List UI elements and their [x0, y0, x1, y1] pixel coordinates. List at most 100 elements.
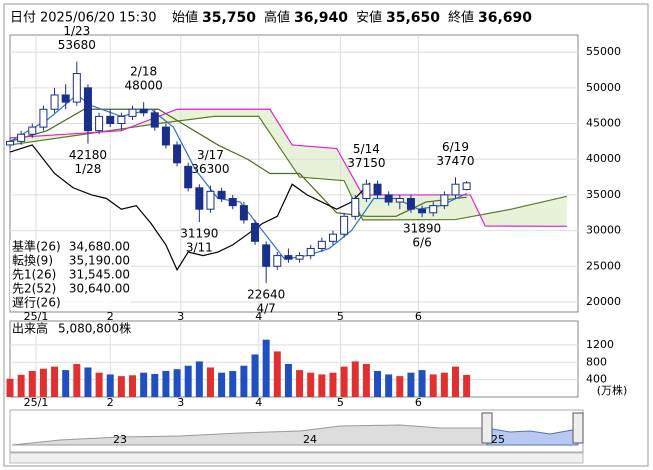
y-tick-label: 40000: [586, 152, 621, 165]
candle-body: [462, 182, 471, 191]
volume-bar: [440, 372, 448, 397]
candle-body: [351, 197, 360, 217]
plot: 20000 25000 30000 35000 40000 45000 50000 55000…: [6, 24, 621, 409]
volume-bar: [362, 363, 370, 397]
x-tick-label: 2: [107, 396, 114, 409]
candle-body: [251, 222, 260, 242]
volume-header-bg: [11, 322, 131, 335]
navigator-label: 23: [113, 433, 127, 446]
candle-body: [406, 197, 415, 210]
scrollbar[interactable]: [9, 452, 584, 464]
volume-bar: [73, 363, 81, 397]
candle-body: [206, 190, 215, 210]
annotation-date: 6/19: [442, 140, 469, 154]
volume-bar: [117, 376, 125, 397]
candle-body: [228, 197, 237, 207]
legend-entry: 転換(9): [12, 254, 53, 268]
volume-bar: [140, 372, 148, 397]
volume-bar: [206, 367, 214, 397]
candle-body: [95, 115, 104, 132]
frame: [3, 3, 649, 467]
legend-value: 30,640.00: [69, 282, 130, 296]
annotation-value: 31890: [403, 222, 441, 236]
candle-body: [384, 194, 393, 203]
annotation-value: 37470: [436, 154, 474, 168]
legend: 基準(26) 34,680.00 転換(9) 35,190.00 先1(26) 31,54…: [12, 239, 130, 310]
volume-bar: [429, 374, 437, 397]
x-tick-label: 25/1: [24, 396, 49, 409]
volume-bar: [106, 374, 114, 397]
candle-body: [139, 108, 148, 114]
annotation-date: 1/28: [74, 162, 101, 176]
candle-body: [6, 140, 14, 146]
volume-total: 5,080,800株: [58, 321, 131, 336]
candle-body: [284, 255, 293, 260]
navigator-label: 25: [491, 433, 505, 446]
candle-body: [317, 240, 326, 249]
header-items: 始値 35,750 高値 36,940 安値 35,650 終値 36,690: [172, 10, 532, 27]
volume-bar: [407, 372, 415, 397]
volume-bar: [273, 351, 281, 397]
volume-bar: [39, 368, 47, 397]
candle-body: [217, 190, 226, 199]
annotation-date: 5/14: [353, 142, 380, 156]
candle-body: [373, 183, 382, 196]
volume-bar: [340, 366, 348, 397]
volume-bar: [262, 339, 270, 397]
header-label: 始値: [172, 10, 198, 26]
candle-body: [429, 205, 438, 214]
x-tick-label: 2: [107, 310, 114, 323]
x-tick-label: 4: [255, 396, 262, 409]
navigator-handle-right[interactable]: [572, 412, 584, 444]
volume-bar: [329, 372, 337, 397]
candle-body: [262, 244, 271, 267]
annotation-date: 2/18: [130, 65, 157, 79]
annotation-value: 53680: [58, 38, 96, 52]
volume-bar: [218, 372, 226, 397]
annotation-value: 48000: [125, 79, 163, 93]
y-tick-label: 800: [586, 355, 607, 368]
cloud-fill: [10, 109, 567, 227]
volume-bar: [28, 370, 36, 397]
indicator-line: [9, 108, 567, 227]
legend-entry: 先1(26): [12, 268, 56, 282]
y-tick-label: 30000: [586, 224, 621, 237]
header-value: 36,690: [478, 10, 532, 26]
candle-body: [328, 233, 337, 242]
candle-body: [28, 126, 37, 135]
candle-body: [340, 215, 349, 235]
header-value: 35,750: [202, 10, 256, 26]
volume-bar: [62, 370, 70, 397]
volume-bar: [151, 373, 159, 397]
annotation-value: 42180: [69, 148, 107, 162]
volume-bar: [195, 361, 203, 397]
volume-bar: [162, 370, 170, 397]
x-tick-label: 3: [177, 396, 184, 409]
candle-body: [239, 205, 248, 221]
candle-body: [39, 108, 48, 128]
candle-body: [451, 183, 460, 196]
volume-bar: [129, 375, 137, 397]
volume-bar: [385, 374, 393, 397]
y-tick-label: 35000: [586, 188, 621, 201]
volume-bar: [173, 369, 181, 397]
volume-bar: [284, 363, 292, 397]
annotation-value: 22640: [247, 288, 285, 302]
navigator-window: [486, 427, 579, 446]
volume-unit: (万株): [597, 383, 628, 397]
volume-bar: [240, 365, 248, 397]
volume-bar: [51, 366, 59, 397]
price-panel: [9, 34, 579, 313]
candle-body: [418, 208, 427, 214]
volume-title: 出来高: [12, 321, 48, 336]
date-label: 日付: [10, 11, 36, 26]
navigator-handle-left[interactable]: [481, 412, 493, 444]
candle-body: [295, 255, 304, 260]
annotation-date: 3/17: [197, 148, 224, 162]
cloud: [10, 109, 567, 227]
annotation-date: 6/6: [412, 236, 431, 250]
x-tick-label: 6: [415, 396, 422, 409]
y-tick-label: 55000: [586, 45, 621, 58]
candle-body: [17, 133, 26, 142]
